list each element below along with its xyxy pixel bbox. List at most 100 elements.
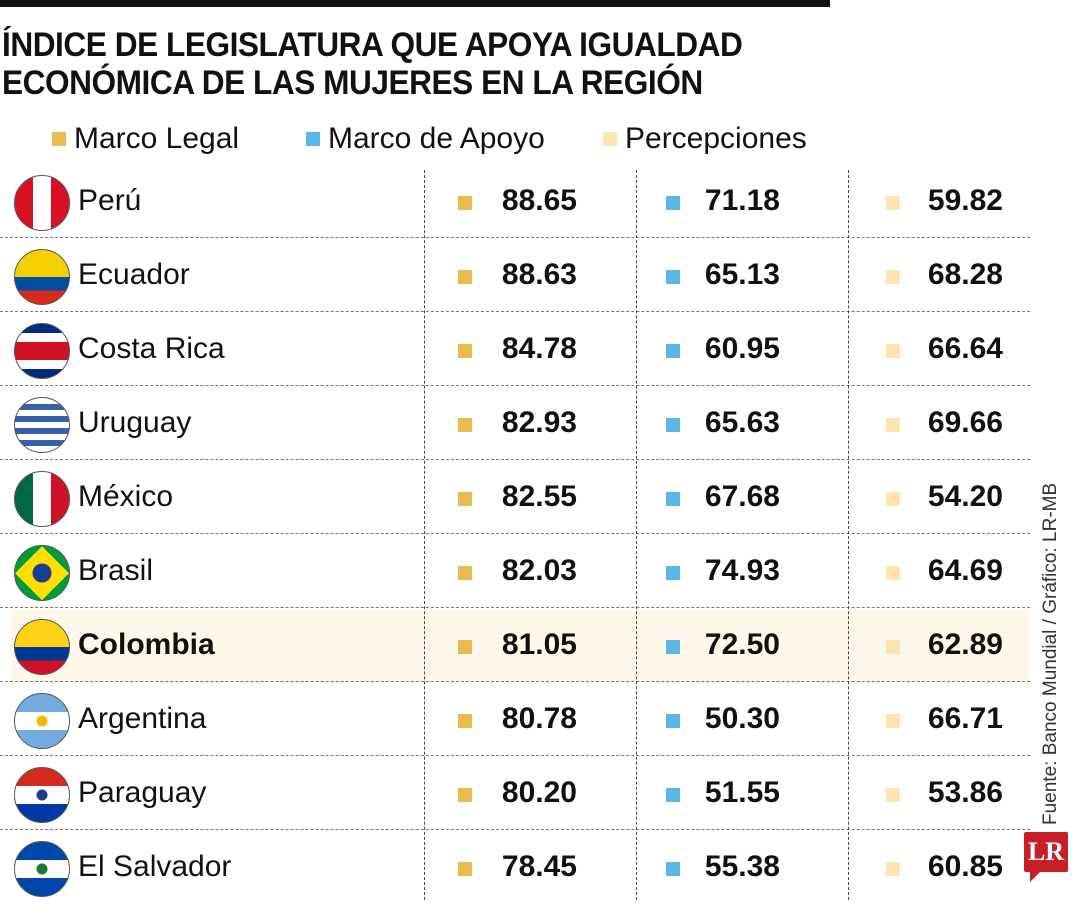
data-value: 80.78 xyxy=(501,702,577,735)
flag-icon xyxy=(14,545,70,601)
series-marker xyxy=(458,196,472,210)
chart-title: ÍNDICE DE LEGISLATURA QUE APOYA IGUALDAD… xyxy=(2,26,743,102)
country-name: Costa Rica xyxy=(78,332,225,365)
row-divider xyxy=(0,755,1030,756)
data-value: 88.65 xyxy=(501,184,577,217)
country-name: México xyxy=(78,480,174,513)
series-marker xyxy=(666,640,680,654)
flag-icon xyxy=(14,323,70,379)
table-row: Argentina 80.78 50.30 66.71 xyxy=(0,684,1030,758)
series-marker xyxy=(886,566,900,580)
country-name: Argentina xyxy=(78,702,207,735)
data-value: 64.69 xyxy=(927,554,1003,587)
data-value: 50.30 xyxy=(704,702,780,735)
title-line-2: ECONÓMICA DE LAS MUJERES EN LA REGIÓN xyxy=(2,64,703,102)
flag-icon xyxy=(14,397,70,453)
title-line-1: ÍNDICE DE LEGISLATURA QUE APOYA IGUALDAD xyxy=(2,26,743,64)
data-value: 71.18 xyxy=(704,184,780,217)
country-name: Uruguay xyxy=(78,406,192,439)
table-row: El Salvador 78.45 55.38 60.85 xyxy=(0,832,1030,906)
legend-label: Marco Legal xyxy=(74,122,240,155)
data-value: 74.93 xyxy=(704,554,780,587)
row-divider xyxy=(0,459,1030,460)
legend-item: Marco de Apoyo xyxy=(306,122,545,156)
data-value: 65.63 xyxy=(704,406,780,439)
series-marker xyxy=(458,640,472,654)
column-divider xyxy=(636,170,637,900)
data-value: 78.45 xyxy=(501,850,577,883)
data-value: 68.28 xyxy=(927,258,1003,291)
series-marker xyxy=(458,566,472,580)
table-row: Colombia 81.05 72.50 62.89 xyxy=(0,610,1030,684)
data-value: 66.64 xyxy=(927,332,1003,365)
table-row: Brasil 82.03 74.93 64.69 xyxy=(0,536,1030,610)
flag-icon xyxy=(14,471,70,527)
source-note: Fuente: Banco Mundial / Gráfico: LR-MB xyxy=(1040,482,1061,825)
data-value: 80.20 xyxy=(501,776,577,809)
flag-icon xyxy=(14,693,70,749)
data-value: 82.03 xyxy=(501,554,577,587)
series-marker xyxy=(458,418,472,432)
highlight-row-bg xyxy=(10,610,1030,683)
legend-label: Percepciones xyxy=(625,122,807,155)
series-marker xyxy=(886,492,900,506)
flag-icon xyxy=(14,841,70,897)
flag-icon xyxy=(14,249,70,305)
row-divider xyxy=(0,681,1030,682)
series-marker xyxy=(886,418,900,432)
data-value: 81.05 xyxy=(501,628,577,661)
series-marker xyxy=(458,270,472,284)
country-name: Paraguay xyxy=(78,776,207,809)
table-row: Costa Rica 84.78 60.95 66.64 xyxy=(0,314,1030,388)
data-value: 53.86 xyxy=(927,776,1003,809)
flag-icon xyxy=(14,767,70,823)
series-marker xyxy=(666,862,680,876)
data-value: 82.55 xyxy=(501,480,577,513)
column-divider xyxy=(424,170,425,900)
data-value: 60.85 xyxy=(927,850,1003,883)
row-divider xyxy=(0,311,1030,312)
row-divider xyxy=(0,829,1030,830)
series-marker xyxy=(458,714,472,728)
data-value: 59.82 xyxy=(927,184,1003,217)
data-value: 66.71 xyxy=(927,702,1003,735)
data-value: 67.68 xyxy=(704,480,780,513)
series-marker xyxy=(886,196,900,210)
row-divider xyxy=(0,385,1030,386)
series-marker xyxy=(666,714,680,728)
series-marker xyxy=(458,788,472,802)
table-row: Ecuador 88.63 65.13 68.28 xyxy=(0,240,1030,314)
table-row: Uruguay 82.93 65.63 69.66 xyxy=(0,388,1030,462)
series-marker xyxy=(886,344,900,358)
data-value: 54.20 xyxy=(927,480,1003,513)
table-row: México 82.55 67.68 54.20 xyxy=(0,462,1030,536)
country-name: Brasil xyxy=(78,554,154,587)
legend-label: Marco de Apoyo xyxy=(328,122,545,155)
series-marker xyxy=(666,492,680,506)
top-bar xyxy=(0,0,830,7)
legend-swatch xyxy=(52,132,66,146)
country-name: Colombia xyxy=(78,628,215,661)
legend-swatch xyxy=(306,132,320,146)
data-value: 62.89 xyxy=(927,628,1003,661)
data-value: 82.93 xyxy=(501,406,577,439)
data-value: 60.95 xyxy=(704,332,780,365)
legend-item: Marco Legal xyxy=(52,122,239,156)
data-value: 72.50 xyxy=(704,628,780,661)
flag-icon xyxy=(14,175,70,231)
series-marker xyxy=(666,566,680,580)
series-marker xyxy=(458,492,472,506)
data-value: 88.63 xyxy=(501,258,577,291)
table-row: Perú 88.65 71.18 59.82 xyxy=(0,166,1030,240)
data-value: 51.55 xyxy=(704,776,780,809)
data-value: 84.78 xyxy=(501,332,577,365)
data-value: 65.13 xyxy=(704,258,780,291)
series-marker xyxy=(666,788,680,802)
country-name: Perú xyxy=(78,184,142,217)
flag-icon xyxy=(14,619,70,675)
series-marker xyxy=(666,270,680,284)
row-divider xyxy=(0,237,1030,238)
row-divider xyxy=(0,607,1030,608)
lr-logo: LR xyxy=(1024,832,1068,882)
legend-item: Percepciones xyxy=(603,122,807,156)
